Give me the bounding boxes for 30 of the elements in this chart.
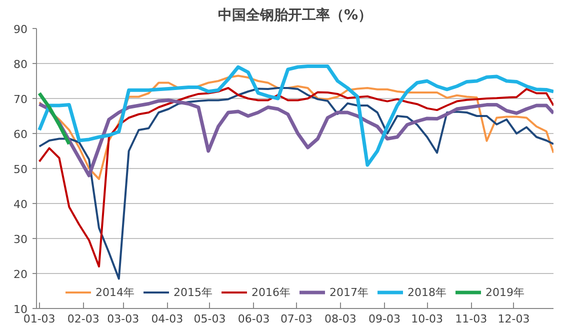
legend-label: 2015年: [174, 284, 212, 300]
x-tick-label: 12-03: [498, 312, 530, 325]
x-tick-label: 11-03: [455, 312, 488, 325]
x-tick-label: 09-03: [368, 312, 400, 325]
y-tick-label: 80: [14, 58, 28, 71]
y-tick-label: 30: [14, 233, 28, 246]
legend-label: 2014年: [96, 284, 134, 300]
x-tick-label: 05-03: [194, 312, 226, 325]
x-tick-label: 10-03: [411, 312, 444, 325]
legend-label: 2018年: [408, 284, 446, 300]
y-tick-label: 50: [14, 163, 28, 176]
y-tick-label: 40: [14, 198, 28, 211]
y-tick-label: 20: [14, 268, 28, 281]
legend-label: 2019年: [486, 284, 524, 300]
x-tick-label: 04-03: [151, 312, 184, 325]
x-tick-label: 03-03: [107, 312, 140, 325]
legend-label: 2016年: [252, 284, 290, 300]
line-series: [38, 98, 554, 178]
x-tick-label: 02-03: [67, 312, 100, 325]
y-tick-label: 70: [14, 93, 28, 106]
chart-title: 中国全钢胎开工率（%）: [218, 6, 372, 24]
legend-label: 2017年: [330, 284, 368, 300]
x-tick-label: 08-03: [324, 312, 356, 325]
line-series: [38, 74, 554, 180]
y-tick-label: 90: [14, 23, 28, 36]
x-tick-label: 06-03: [238, 312, 270, 325]
y-tick-label: 60: [14, 128, 28, 141]
x-tick-label: 07-03: [280, 312, 312, 325]
line-series: [38, 92, 71, 146]
line-series: [38, 64, 554, 167]
